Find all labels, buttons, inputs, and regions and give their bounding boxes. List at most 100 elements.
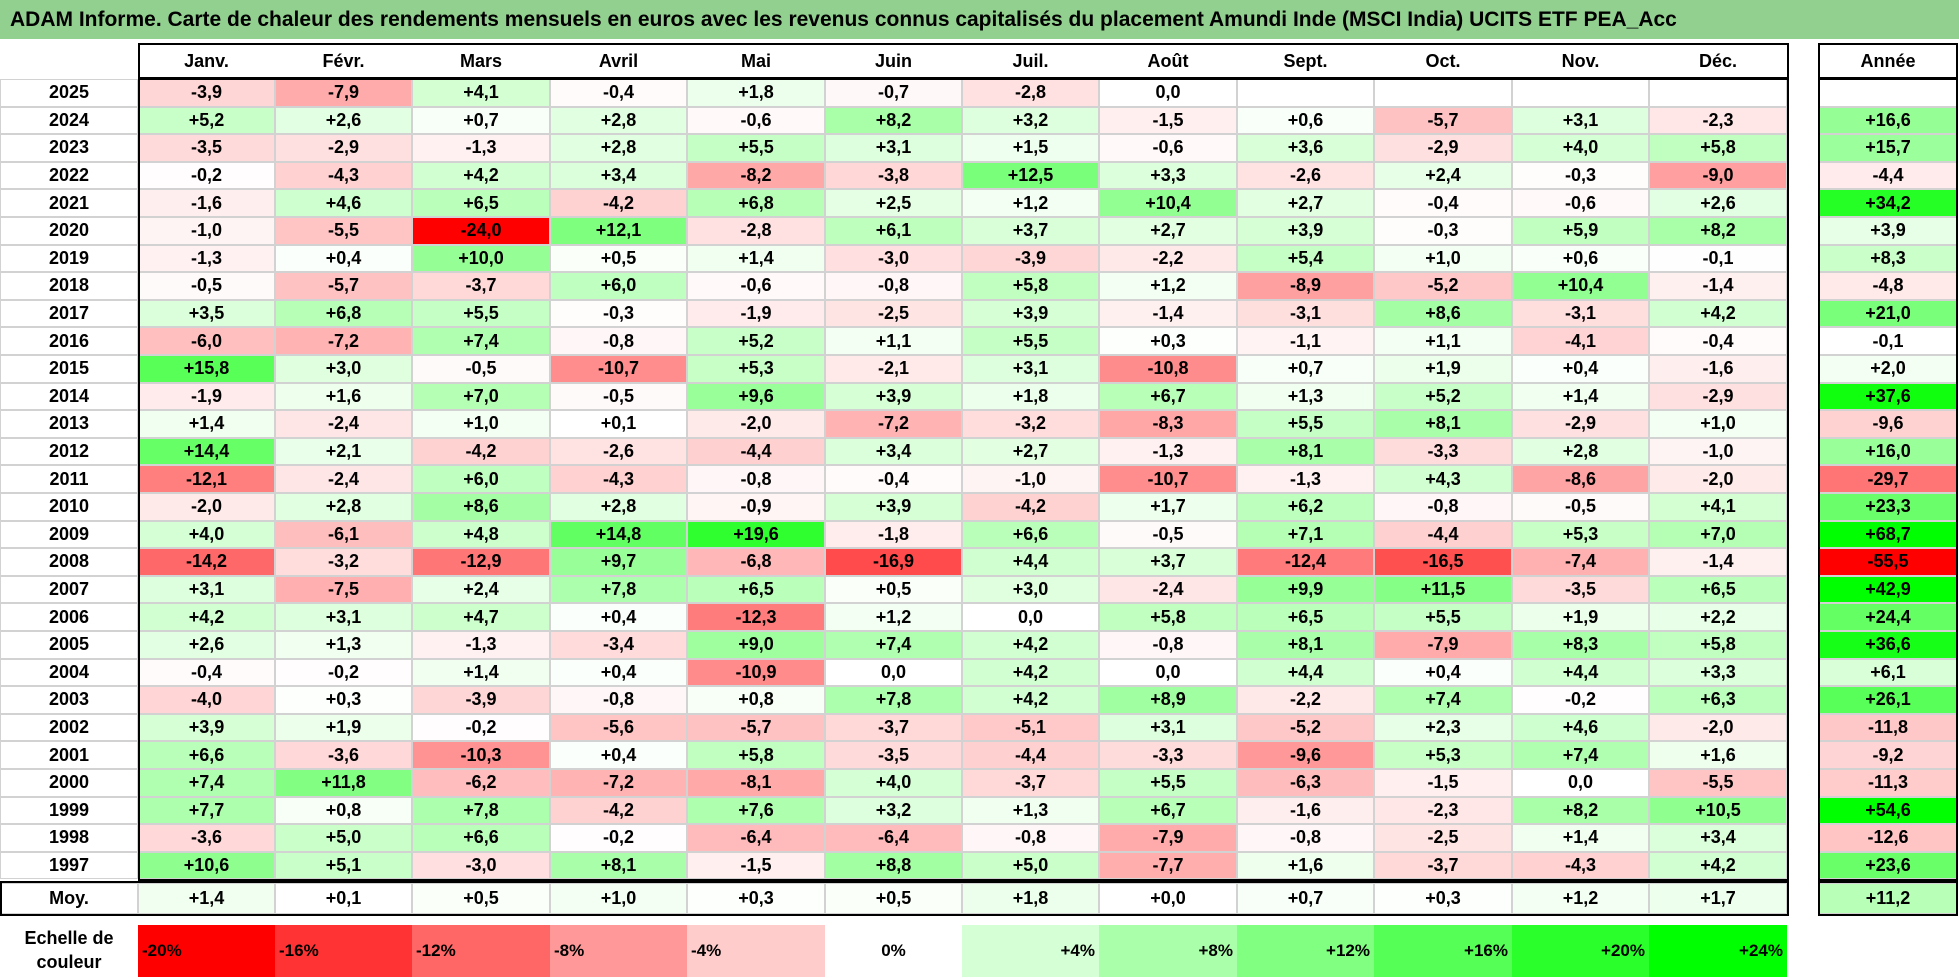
heatmap-cell: -0,6: [1099, 134, 1237, 162]
heatmap-cell: +10,4: [1512, 272, 1649, 300]
heatmap-cell: +0,3: [275, 686, 412, 714]
heatmap-cell: -2,5: [1374, 824, 1512, 852]
heatmap-cell: +4,2: [1649, 851, 1787, 880]
heatmap-cell: -2,4: [1099, 575, 1237, 604]
heatmap-cell: -3,8: [825, 161, 962, 190]
heatmap-cell: -2,9: [1374, 134, 1512, 162]
heatmap-cell: -3,9: [412, 686, 550, 714]
heatmap-cell: -7,5: [275, 575, 412, 604]
heatmap-cell: -4,2: [550, 189, 687, 217]
heatmap-cell: -4,3: [275, 161, 412, 190]
heatmap-cell: -7,7: [1099, 851, 1237, 880]
heatmap-cell: -2,6: [1237, 161, 1374, 190]
heatmap-cell: +10,6: [138, 851, 275, 880]
heatmap-cell: +5,3: [1374, 741, 1512, 769]
annual-cell: -11,8: [1818, 713, 1958, 742]
heatmap-cell: +5,5: [1374, 603, 1512, 631]
heatmap-cell: 0,0: [1099, 658, 1237, 687]
heatmap-cell: +3,3: [1649, 658, 1787, 687]
heatmap-cell: +11,8: [275, 769, 412, 797]
heatmap-cell: +1,9: [275, 713, 412, 742]
heatmap-cell: +0,7: [1237, 355, 1374, 383]
color-scale-step: +4%: [962, 925, 1099, 977]
heatmap-cell: +8,2: [825, 106, 962, 135]
heatmap-cell: +2,4: [412, 575, 550, 604]
heatmap-cell: +1,4: [1512, 824, 1649, 852]
heatmap-cell: +7,4: [138, 769, 275, 797]
heatmap-cell: -3,1: [1237, 299, 1374, 328]
heatmap-cell: -0,4: [1649, 327, 1787, 355]
heatmap-cell: -0,5: [550, 382, 687, 411]
heatmap-cell: +2,8: [550, 493, 687, 521]
heatmap-cell: +3,1: [1512, 106, 1649, 135]
heatmap-cell: +2,7: [962, 437, 1099, 466]
heatmap-cell: -1,0: [138, 217, 275, 245]
heatmap-cell: +1,3: [962, 796, 1099, 825]
row-year-label: 2011: [0, 465, 138, 493]
heatmap-cell: +2,6: [1649, 189, 1787, 217]
annual-cell: +34,2: [1818, 189, 1958, 217]
heatmap-cell: +7,4: [1374, 686, 1512, 714]
heatmap-cell: +9,9: [1237, 575, 1374, 604]
heatmap-cell: -3,5: [138, 134, 275, 162]
row-year-label: 2010: [0, 493, 138, 521]
heatmap-cell: +4,2: [962, 686, 1099, 714]
heatmap-cell: +7,1: [1237, 520, 1374, 549]
annual-cell: [1818, 79, 1958, 107]
heatmap-cell: +9,6: [687, 382, 825, 411]
heatmap-cell: -1,0: [1649, 437, 1787, 466]
heatmap-cell: -3,0: [412, 851, 550, 880]
column-header-12: Déc.: [1698, 51, 1738, 71]
heatmap-cell: +3,6: [1237, 134, 1374, 162]
heatmap-cell: -3,2: [962, 410, 1099, 438]
heatmap-cell: +6,5: [412, 189, 550, 217]
heatmap-cell: +3,5: [138, 299, 275, 328]
annual-cell: -9,2: [1818, 741, 1958, 769]
annual-cell: +36,6: [1818, 631, 1958, 659]
column-header-4: Avril: [598, 51, 639, 71]
heatmap-cell: -4,4: [1374, 520, 1512, 549]
heatmap-cell: -1,0: [962, 465, 1099, 493]
heatmap-cell: -2,9: [1649, 382, 1787, 411]
heatmap-cell: +1,0: [1374, 244, 1512, 273]
heatmap-cell: -1,5: [687, 851, 825, 880]
column-header-1: Janv.: [184, 51, 229, 71]
heatmap-cell: +6,0: [550, 272, 687, 300]
heatmap-cell: -6,1: [275, 520, 412, 549]
annual-cell: +15,7: [1818, 134, 1958, 162]
row-year-label: 2023: [0, 134, 138, 162]
annual-cell: -12,6: [1818, 824, 1958, 852]
heatmap-cell: -4,0: [138, 686, 275, 714]
heatmap-cell: +2,8: [275, 493, 412, 521]
heatmap-cell: +5,8: [687, 741, 825, 769]
heatmap-cell: +2,2: [1649, 603, 1787, 631]
average-row-label: Moy.: [0, 883, 138, 915]
heatmap-cell: -0,1: [1649, 244, 1787, 273]
heatmap-cell: -2,4: [275, 465, 412, 493]
heatmap-cell: +2,8: [1512, 437, 1649, 466]
row-year-label: 2012: [0, 437, 138, 466]
heatmap-cell: -4,2: [962, 493, 1099, 521]
heatmap-cell: -3,6: [138, 824, 275, 852]
heatmap-cell: -0,8: [1099, 631, 1237, 659]
heatmap-cell: -12,4: [1237, 548, 1374, 576]
heatmap-cell: -1,3: [138, 244, 275, 273]
heatmap-cell: -7,9: [275, 79, 412, 107]
heatmap-cell: -1,1: [1237, 327, 1374, 355]
heatmap-cell: -7,2: [275, 327, 412, 355]
average-cell: +1,7: [1649, 883, 1787, 915]
heatmap-cell: -0,8: [962, 824, 1099, 852]
heatmap-cell: -4,4: [687, 437, 825, 466]
row-year-label: 2021: [0, 189, 138, 217]
heatmap-cell: -4,2: [550, 796, 687, 825]
column-header-11: Nov.: [1561, 51, 1600, 71]
heatmap-cell: +8,6: [412, 493, 550, 521]
annual-cell: +16,6: [1818, 106, 1958, 135]
heatmap-cell: +8,9: [1099, 686, 1237, 714]
heatmap-cell: -2,1: [825, 355, 962, 383]
average-cell: +0,1: [275, 883, 412, 915]
row-year-label: 2024: [0, 106, 138, 135]
heatmap-cell: +3,9: [825, 493, 962, 521]
heatmap-cell: +4,2: [962, 658, 1099, 687]
heatmap-cell: +5,8: [1649, 134, 1787, 162]
